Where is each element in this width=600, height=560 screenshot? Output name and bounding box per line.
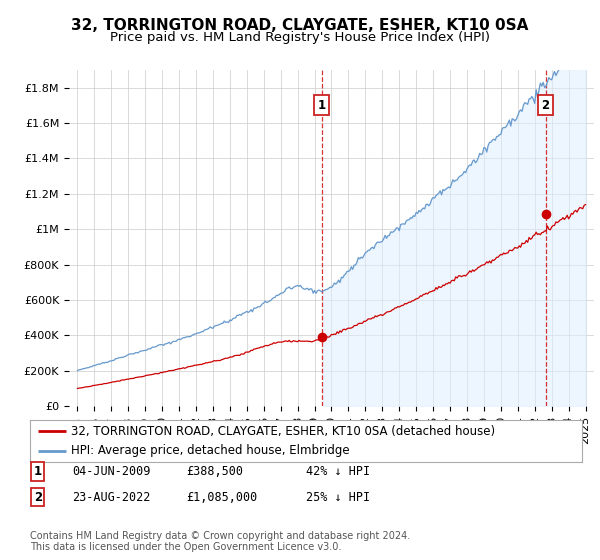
Text: £1,085,000: £1,085,000 — [186, 491, 257, 504]
Text: 25% ↓ HPI: 25% ↓ HPI — [306, 491, 370, 504]
Text: HPI: Average price, detached house, Elmbridge: HPI: Average price, detached house, Elmb… — [71, 444, 350, 457]
Text: 1: 1 — [34, 465, 42, 478]
Text: 23-AUG-2022: 23-AUG-2022 — [72, 491, 151, 504]
Text: £388,500: £388,500 — [186, 465, 243, 478]
Text: 42% ↓ HPI: 42% ↓ HPI — [306, 465, 370, 478]
Text: 2: 2 — [34, 491, 42, 504]
Text: 2: 2 — [542, 99, 550, 112]
Text: Contains HM Land Registry data © Crown copyright and database right 2024.
This d: Contains HM Land Registry data © Crown c… — [30, 531, 410, 553]
Text: Price paid vs. HM Land Registry's House Price Index (HPI): Price paid vs. HM Land Registry's House … — [110, 31, 490, 44]
Text: 32, TORRINGTON ROAD, CLAYGATE, ESHER, KT10 0SA (detached house): 32, TORRINGTON ROAD, CLAYGATE, ESHER, KT… — [71, 425, 496, 438]
Text: 04-JUN-2009: 04-JUN-2009 — [72, 465, 151, 478]
Text: 1: 1 — [317, 99, 326, 112]
Text: 32, TORRINGTON ROAD, CLAYGATE, ESHER, KT10 0SA: 32, TORRINGTON ROAD, CLAYGATE, ESHER, KT… — [71, 18, 529, 33]
